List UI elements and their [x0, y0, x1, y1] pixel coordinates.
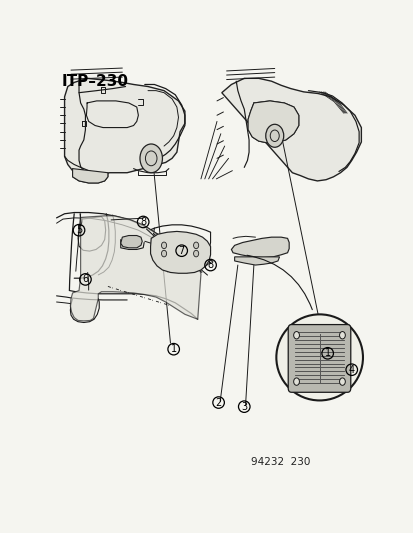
Text: 94232  230: 94232 230 [250, 457, 309, 467]
Circle shape [293, 378, 299, 385]
Circle shape [293, 332, 299, 339]
Circle shape [161, 242, 166, 248]
Polygon shape [221, 78, 361, 181]
Polygon shape [72, 168, 108, 183]
Circle shape [140, 144, 162, 173]
Polygon shape [70, 216, 200, 321]
Text: 3: 3 [241, 402, 247, 411]
Text: 5: 5 [76, 225, 82, 235]
Text: 7: 7 [178, 246, 184, 256]
Text: 2: 2 [215, 398, 221, 408]
Polygon shape [231, 237, 288, 257]
Text: 6: 6 [82, 274, 88, 285]
Text: 8: 8 [207, 260, 213, 270]
Text: ITP–230: ITP–230 [61, 74, 128, 89]
Circle shape [339, 332, 344, 339]
Circle shape [265, 124, 283, 147]
Text: 1: 1 [170, 344, 176, 354]
Polygon shape [121, 236, 142, 248]
Polygon shape [64, 78, 185, 179]
Polygon shape [150, 231, 210, 273]
Ellipse shape [276, 314, 362, 400]
Circle shape [339, 378, 344, 385]
Circle shape [161, 251, 166, 257]
Polygon shape [247, 101, 298, 143]
Circle shape [193, 251, 198, 257]
Polygon shape [234, 257, 279, 265]
Text: 8: 8 [140, 217, 146, 227]
Text: 4: 4 [348, 365, 354, 375]
Circle shape [193, 242, 198, 248]
FancyBboxPatch shape [287, 325, 350, 392]
Text: 1: 1 [324, 348, 330, 358]
